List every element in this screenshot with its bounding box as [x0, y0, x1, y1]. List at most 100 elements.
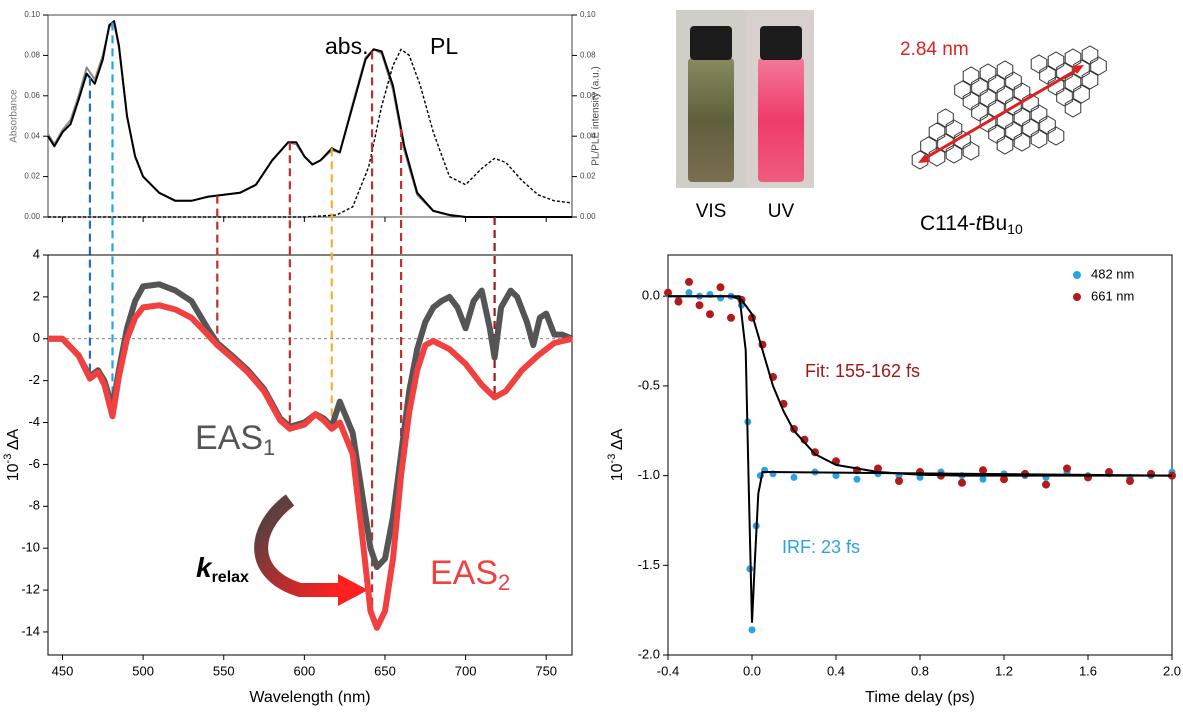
legend-label: 482 nm — [1091, 266, 1134, 281]
y2-tick-label: 0.10 — [580, 10, 596, 19]
y-tick-label: -0.5 — [638, 377, 660, 392]
y2-tick-label: 0.02 — [580, 172, 596, 181]
legend-marker — [1073, 271, 1081, 279]
ring — [1030, 54, 1048, 74]
fit-line — [668, 295, 1172, 477]
x-tick-label: 750 — [535, 663, 557, 678]
y-tick-label: 4 — [33, 246, 40, 261]
ring — [1039, 65, 1056, 85]
ring — [1039, 115, 1056, 135]
vial — [688, 58, 734, 182]
vial-cap — [760, 26, 802, 60]
x-tick-label: 1.2 — [995, 663, 1013, 678]
size-label: 2.84 nm — [900, 39, 969, 60]
data-point — [1063, 464, 1071, 473]
vial-cap — [690, 26, 732, 60]
series-line — [47, 20, 572, 218]
data-point — [727, 313, 735, 322]
legend-marker — [1073, 293, 1081, 301]
data-point — [695, 301, 704, 310]
y-tick-label: 0.0 — [642, 288, 660, 303]
x-tick-label: 0.4 — [827, 663, 845, 678]
y-tick-label: -2.0 — [638, 646, 660, 661]
data-point — [1147, 469, 1155, 478]
y-tick-label: 0 — [33, 330, 40, 345]
x-tick-label: 600 — [294, 663, 316, 678]
ring — [954, 130, 971, 150]
y-tick-label: -6 — [28, 456, 40, 471]
x-tick-label: 2.0 — [1163, 663, 1181, 678]
y2-tick-label: 0.00 — [580, 212, 596, 221]
y-axis-label: 10-3 ΔA — [2, 428, 22, 481]
data-point — [790, 473, 798, 481]
x-tick-label: 650 — [374, 663, 396, 678]
ring — [1047, 76, 1065, 96]
data-point — [874, 464, 882, 473]
data-point — [800, 435, 809, 444]
x-tick-label: 0.0 — [743, 663, 761, 678]
series-line — [47, 22, 572, 218]
annotation: Fit: 155-162 fs — [805, 361, 920, 381]
y-tick-label: -12 — [21, 582, 40, 597]
ring — [928, 122, 946, 142]
series-line — [48, 48, 573, 218]
y-tick-label: -4 — [28, 414, 40, 429]
ring — [962, 91, 980, 111]
ring — [988, 124, 1005, 144]
data-point — [1000, 475, 1008, 484]
y-tick-label: -10 — [21, 540, 40, 555]
ring — [945, 119, 963, 139]
plot-frame — [667, 254, 1173, 656]
ring — [1056, 87, 1073, 107]
ring — [1047, 126, 1065, 146]
annotation: IRF: 23 fs — [782, 537, 860, 557]
ring — [1047, 51, 1065, 71]
data-point — [895, 477, 903, 486]
data-point — [979, 466, 987, 475]
data-point — [958, 478, 966, 487]
vial — [758, 58, 804, 182]
ring — [1064, 48, 1082, 68]
ring — [1090, 56, 1107, 76]
y-tick-label: 0.08 — [24, 51, 40, 60]
rate-label: krelax — [196, 552, 249, 586]
data-point — [1042, 480, 1050, 489]
ring — [945, 144, 963, 164]
data-point — [685, 289, 693, 297]
ring — [1073, 84, 1090, 104]
y-axis-label: 10-3 ΔA — [606, 428, 626, 481]
y-tick-label: -2 — [28, 372, 40, 387]
ring — [1056, 62, 1073, 82]
data-point — [685, 277, 693, 286]
data-point — [1126, 477, 1134, 486]
series-line — [48, 281, 574, 570]
ring — [1005, 71, 1022, 91]
y-tick-label: -1.0 — [638, 467, 660, 482]
x-axis-label: Wavelength (nm) — [249, 689, 370, 706]
ring — [1064, 98, 1082, 118]
size-arrow — [921, 66, 1081, 162]
ring — [996, 85, 1014, 105]
y-tick-label: -8 — [28, 498, 40, 513]
x-tick-label: 700 — [455, 663, 477, 678]
ring — [954, 80, 971, 100]
x-axis-label: Time delay (ps) — [865, 689, 975, 706]
ring — [988, 74, 1005, 94]
photo-label: UV — [768, 201, 795, 222]
data-point — [748, 626, 756, 634]
ring — [979, 63, 997, 83]
ring — [1030, 129, 1048, 149]
x-tick-label: 550 — [213, 663, 235, 678]
series-label: EAS1 — [195, 419, 275, 460]
data-point — [674, 297, 683, 306]
y-axis-label: Absorbance — [9, 89, 20, 143]
ring — [937, 133, 954, 153]
data-point — [832, 472, 840, 480]
data-point — [664, 288, 672, 297]
ring — [1022, 118, 1039, 138]
x-tick-label: 0.8 — [911, 663, 929, 678]
y-tick-label: 0.10 — [24, 10, 40, 19]
ring — [928, 147, 946, 167]
ring — [1030, 104, 1048, 124]
